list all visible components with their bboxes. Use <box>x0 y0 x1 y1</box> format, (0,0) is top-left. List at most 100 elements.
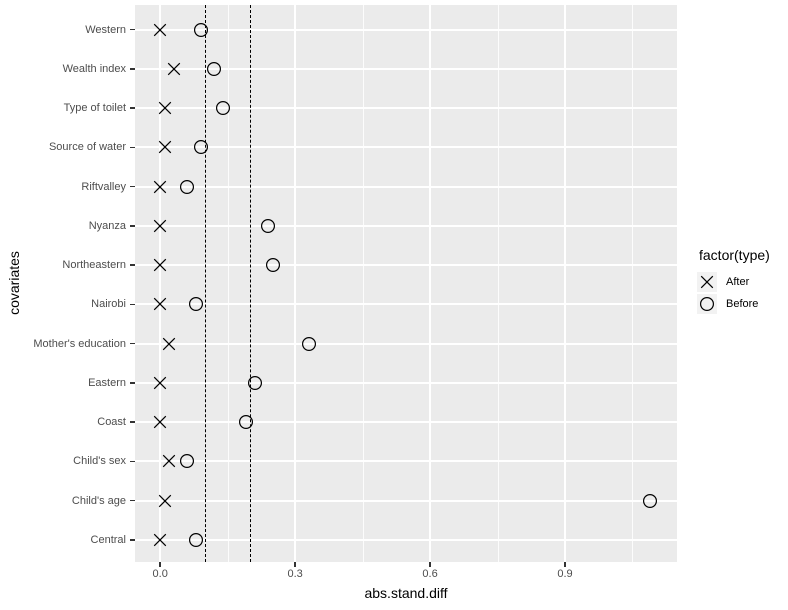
x-marker-icon <box>697 272 717 292</box>
y-tick-mark <box>130 382 135 384</box>
gridline-horizontal <box>135 264 677 267</box>
y-tick-mark <box>130 421 135 423</box>
gridline-vertical-major <box>294 5 297 562</box>
y-tick-label: Central <box>90 534 126 546</box>
data-point-after <box>152 296 168 312</box>
plot-panel <box>135 5 677 562</box>
y-tick-mark <box>130 68 135 70</box>
data-point-before <box>193 139 209 155</box>
y-tick-mark <box>130 342 135 345</box>
y-tick-mark <box>130 185 135 188</box>
gridline-horizontal <box>135 421 677 424</box>
gridline-horizontal <box>135 303 677 306</box>
gridline-horizontal <box>135 342 677 345</box>
y-tick-mark <box>130 460 135 463</box>
legend: factor(type) After Before <box>697 247 770 316</box>
data-point-after <box>152 532 168 548</box>
data-point-after <box>157 139 173 155</box>
gridline-vertical-minor <box>632 5 634 562</box>
legend-entry-before: Before <box>697 294 770 314</box>
data-point-after <box>152 218 168 234</box>
data-point-before <box>260 218 276 234</box>
data-point-before <box>247 375 263 391</box>
gridline-horizontal <box>135 499 677 502</box>
gridline-horizontal <box>135 107 677 110</box>
legend-label: Before <box>726 298 759 310</box>
gridline-vertical-major <box>564 5 566 562</box>
gridline-vertical-major <box>429 5 432 562</box>
data-point-after <box>152 22 168 38</box>
y-tick-mark <box>130 225 135 227</box>
reference-line <box>205 5 207 562</box>
data-point-after <box>152 414 168 430</box>
y-tick-label: Coast <box>97 416 126 429</box>
data-point-before <box>215 100 231 116</box>
legend-title: factor(type) <box>699 247 770 263</box>
data-point-before <box>642 493 658 509</box>
y-tick-label: Mother's education <box>33 337 126 350</box>
gridline-vertical-minor <box>497 5 499 562</box>
data-point-before <box>265 257 281 273</box>
y-tick-label: Nairobi <box>91 298 126 311</box>
x-tick-label: 0.0 <box>152 568 168 580</box>
x-tick-mark <box>429 562 431 567</box>
y-tick-label: Type of toilet <box>63 102 126 115</box>
y-tick-label: Riftvalley <box>81 180 126 193</box>
data-point-before <box>238 414 254 430</box>
data-point-after <box>161 453 177 469</box>
x-tick-label: 0.6 <box>422 568 438 580</box>
legend-entries: After Before <box>697 272 770 314</box>
x-tick-mark <box>159 562 161 567</box>
y-tick-mark <box>130 303 135 306</box>
data-point-before <box>193 22 209 38</box>
gridline-horizontal <box>135 381 677 384</box>
legend-entry-after: After <box>697 272 770 292</box>
legend-label: After <box>726 276 750 288</box>
gridline-vertical-major <box>159 5 162 562</box>
data-point-before <box>179 179 195 195</box>
data-point-before <box>179 453 195 469</box>
y-tick-label: Child's age <box>71 494 126 507</box>
x-tick-mark <box>294 562 296 567</box>
gridline-vertical-minor <box>362 5 364 562</box>
gridline-horizontal <box>135 146 677 149</box>
x-tick-label: 0.9 <box>557 568 573 580</box>
y-tick-label: Source of water <box>48 141 126 154</box>
gridline-horizontal <box>135 460 677 463</box>
data-point-after <box>166 61 182 77</box>
y-tick-label: Child's sex <box>73 455 126 468</box>
data-point-after <box>157 493 173 509</box>
data-point-before <box>188 532 204 548</box>
y-tick-mark <box>130 264 135 266</box>
circle-marker-icon <box>697 294 717 314</box>
y-tick-label: Wealth index <box>62 62 126 75</box>
gridline-vertical-minor <box>227 5 229 562</box>
data-point-before <box>188 296 204 312</box>
gridline-horizontal <box>135 28 677 31</box>
reference-line <box>250 5 252 562</box>
y-tick-label: Western <box>85 23 126 36</box>
y-tick-label: Northeastern <box>62 259 126 272</box>
y-tick-label: Nyanza <box>88 219 126 232</box>
y-tick-mark <box>130 499 135 502</box>
gridline-horizontal <box>135 224 677 227</box>
data-point-after <box>152 179 168 195</box>
x-tick-mark <box>564 562 566 567</box>
gridline-horizontal <box>135 539 677 541</box>
x-tick-label: 0.3 <box>287 568 303 580</box>
data-point-before <box>301 336 317 352</box>
data-point-before <box>206 61 222 77</box>
y-tick-mark <box>130 146 135 149</box>
gridline-horizontal <box>135 185 677 188</box>
x-axis-title: abs.stand.diff <box>364 585 448 601</box>
gridline-horizontal <box>135 67 677 70</box>
data-point-after <box>157 100 173 116</box>
data-point-after <box>152 375 168 391</box>
y-tick-mark <box>130 28 135 31</box>
data-point-after <box>152 257 168 273</box>
data-point-after <box>161 336 177 352</box>
y-tick-label: Eastern <box>88 376 126 389</box>
y-tick-mark <box>130 107 135 109</box>
y-tick-mark <box>130 539 135 541</box>
